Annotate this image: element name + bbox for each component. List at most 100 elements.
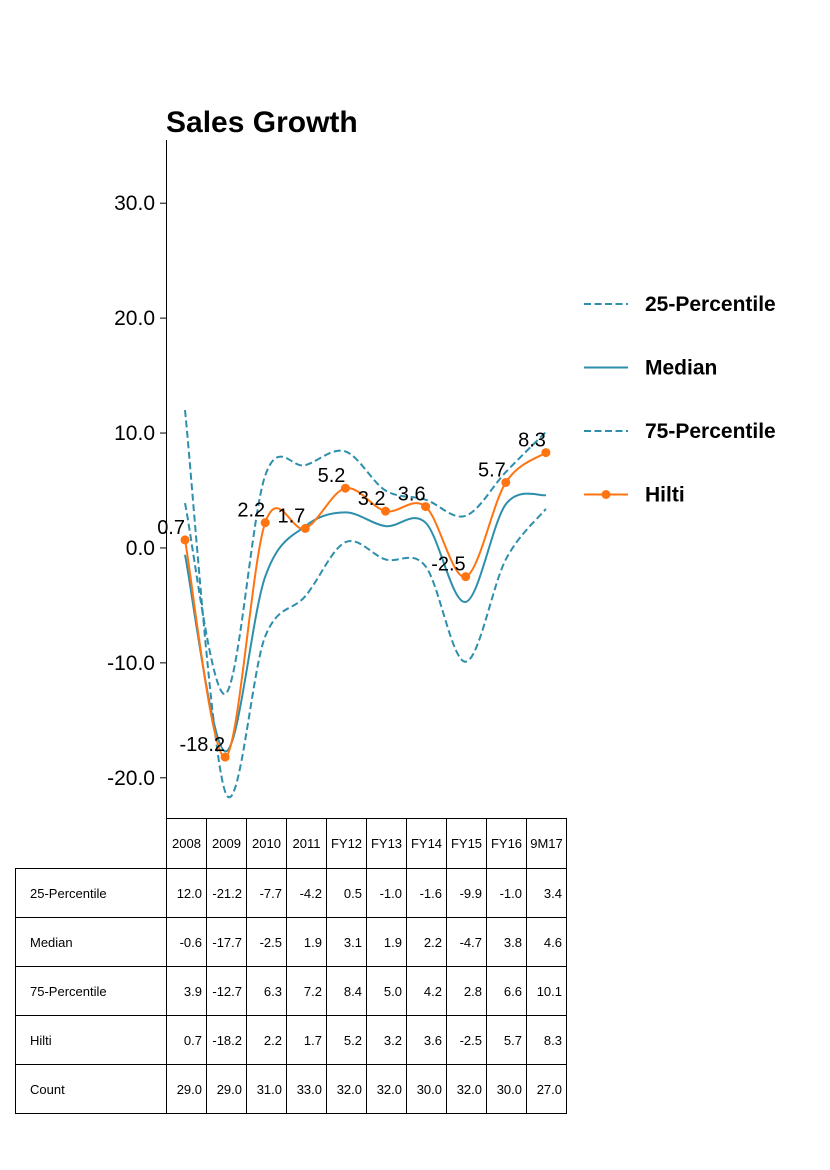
y-tick-label: 0.0 [126, 537, 155, 560]
table-row-header: Count [15, 1064, 167, 1114]
table-column-header: FY16 [486, 818, 527, 869]
hilti-point [260, 518, 270, 528]
legend-marker [601, 490, 611, 499]
table-row: Median -0.6 -17.7 -2.5 1.9 3.1 1.9 2.2 -4.7 3.8 4.… [15, 917, 567, 967]
table-cell: 31.0 [246, 1064, 287, 1114]
hilti-point [501, 477, 511, 487]
table-column-header: 2011 [286, 818, 327, 869]
hilti-point [421, 502, 431, 512]
table-cell: -1.6 [406, 868, 447, 918]
chart-title: Sales Growth [166, 106, 358, 139]
table-row-header: Hilti [15, 1015, 167, 1065]
table-cell: 29.0 [166, 1064, 207, 1114]
table-cell: 27.0 [526, 1064, 567, 1114]
table-cell: 6.6 [486, 966, 527, 1016]
table-cell: 0.7 [166, 1015, 207, 1065]
table-column-header: 9M17 [526, 818, 567, 869]
table-cell: 33.0 [286, 1064, 327, 1114]
table-cell: 1.9 [366, 917, 407, 967]
table-cell: -2.5 [246, 917, 287, 967]
legend-label-hilti: Hilti [645, 484, 685, 507]
table-cell: 12.0 [166, 868, 207, 918]
table-cell: 32.0 [446, 1064, 487, 1114]
hilti-data-label: -18.2 [180, 734, 226, 756]
legend-label-median: Median [645, 357, 717, 380]
hilti-data-label: 2.2 [237, 500, 265, 522]
table-cell: 5.0 [366, 966, 407, 1016]
table-cell: -2.5 [446, 1015, 487, 1065]
table-cell: 6.3 [246, 966, 287, 1016]
table-cell: 29.0 [206, 1064, 247, 1114]
table-cell: -1.0 [366, 868, 407, 918]
table-cell: -18.2 [206, 1015, 247, 1065]
hilti-data-label: 3.6 [398, 484, 426, 506]
table-row-header: Median [15, 917, 167, 967]
table-header-row: 2008 2009 2010 2011 FY12 FY13 FY14 FY15 FY16 9M17 [16, 818, 567, 869]
hilti-data-label: 1.7 [277, 505, 305, 527]
legend-label-25-percentile: 25-Percentile [645, 293, 776, 316]
table-cell: 5.7 [486, 1015, 527, 1065]
table-cell: 3.8 [486, 917, 527, 967]
hilti-data-label: 5.7 [478, 459, 506, 481]
hilti-point [220, 752, 230, 762]
table-cell: -17.7 [206, 917, 247, 967]
table-row: 25-Percentile 12.0 -21.2 -7.7 -4.2 0.5 -1.0 -1.… [15, 868, 567, 918]
table-cell: 30.0 [486, 1064, 527, 1114]
hilti-point [461, 572, 471, 582]
table-cell: 7.2 [286, 966, 327, 1016]
hilti-point [381, 506, 390, 516]
table-cell: 3.2 [366, 1015, 407, 1065]
table-column-header: 2008 [166, 818, 207, 869]
hilti-data-label: 0.7 [157, 517, 185, 539]
table-row: Count 29.0 29.0 31.0 33.0 32.0 32.0 30.0 32.0 30.… [15, 1064, 567, 1114]
legend-label-75-percentile: 75-Percentile [645, 420, 776, 443]
table-corner [16, 819, 167, 869]
hilti-data-labels: 0.7 -18.2 2.2 1.7 5.2 3.2 3.6 -2.5 5.7 8.3 [157, 430, 546, 757]
table-cell: -1.0 [486, 868, 527, 918]
table-cell: 2.2 [406, 917, 447, 967]
series-line-median [184, 492, 547, 753]
y-tick-label: 20.0 [114, 307, 155, 330]
table-cell: 3.1 [326, 917, 367, 967]
table-column-header: FY13 [366, 818, 407, 869]
table-cell: 1.9 [286, 917, 327, 967]
table-cell: -9.9 [446, 868, 487, 918]
table-column-header: 2009 [206, 818, 247, 869]
table-cell: 5.2 [326, 1015, 367, 1065]
hilti-point [300, 523, 310, 533]
table-column-header: FY12 [326, 818, 367, 869]
table-cell: 8.4 [326, 966, 367, 1016]
table-cell: 10.1 [526, 966, 567, 1016]
hilti-data-label: -2.5 [431, 554, 465, 576]
series-lines [184, 409, 547, 799]
legend: 25-Percentile Median 75-Percentile Hilti [584, 293, 776, 507]
table-cell: 32.0 [326, 1064, 367, 1114]
hilti-point [541, 448, 551, 458]
y-axis-ticks: -20.0 -10.0 0.0 10.0 20.0 30.0 [107, 192, 166, 790]
table-column-header: FY15 [446, 818, 487, 869]
table-cell: 30.0 [406, 1064, 447, 1114]
hilti-point [340, 483, 350, 493]
table-cell: 2.2 [246, 1015, 287, 1065]
hilti-data-label: 3.2 [358, 488, 386, 510]
table-row-header: 75-Percentile [15, 966, 167, 1016]
table-cell: -0.6 [166, 917, 207, 967]
series-line-75-percentile [184, 431, 547, 695]
table-cell: 2.8 [446, 966, 487, 1016]
table-cell: -4.2 [286, 868, 327, 918]
table-cell: 3.6 [406, 1015, 447, 1065]
hilti-point [180, 535, 190, 545]
table-cell: 32.0 [366, 1064, 407, 1114]
table-cell: 4.2 [406, 966, 447, 1016]
table-cell: -21.2 [206, 868, 247, 918]
y-tick-label: -10.0 [107, 652, 155, 675]
y-tick-label: 10.0 [114, 422, 155, 445]
y-tick-label: 30.0 [114, 192, 155, 215]
table-cell: -7.7 [246, 868, 287, 918]
hilti-markers [180, 448, 551, 762]
table-cell: 4.6 [526, 917, 567, 967]
table-cell: 3.4 [526, 868, 567, 918]
table-cell: 0.5 [326, 868, 367, 918]
hilti-data-label: 5.2 [318, 465, 346, 487]
y-tick-label: -20.0 [107, 767, 155, 790]
